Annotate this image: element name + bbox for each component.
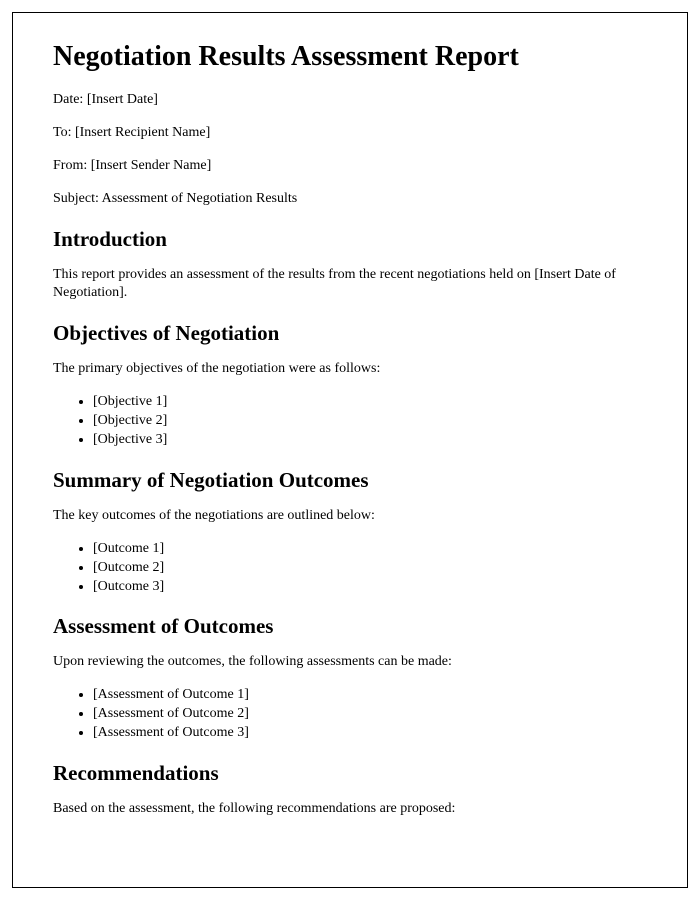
meta-from: From: [Insert Sender Name] xyxy=(53,157,647,176)
subject-label: Subject: xyxy=(53,191,102,206)
subject-value: Assessment of Negotiation Results xyxy=(102,191,298,206)
objectives-list: [Objective 1] [Objective 2] [Objective 3… xyxy=(93,393,647,450)
recommendations-heading: Recommendations xyxy=(53,761,647,786)
list-item: [Assessment of Outcome 2] xyxy=(93,705,647,724)
list-item: [Objective 3] xyxy=(93,431,647,450)
from-label: From: xyxy=(53,158,91,173)
summary-intro: The key outcomes of the negotiations are… xyxy=(53,507,647,526)
objectives-intro: The primary objectives of the negotiatio… xyxy=(53,360,647,379)
objectives-heading: Objectives of Negotiation xyxy=(53,321,647,346)
to-value: [Insert Recipient Name] xyxy=(75,125,210,140)
list-item: [Objective 1] xyxy=(93,393,647,412)
meta-to: To: [Insert Recipient Name] xyxy=(53,124,647,143)
introduction-body: This report provides an assessment of th… xyxy=(53,266,647,304)
assessment-intro: Upon reviewing the outcomes, the followi… xyxy=(53,653,647,672)
document-page: Negotiation Results Assessment Report Da… xyxy=(12,12,688,888)
recommendations-intro: Based on the assessment, the following r… xyxy=(53,800,647,819)
introduction-heading: Introduction xyxy=(53,227,647,252)
assessment-heading: Assessment of Outcomes xyxy=(53,614,647,639)
list-item: [Assessment of Outcome 1] xyxy=(93,686,647,705)
document-title: Negotiation Results Assessment Report xyxy=(53,41,647,73)
summary-list: [Outcome 1] [Outcome 2] [Outcome 3] xyxy=(93,540,647,597)
list-item: [Outcome 2] xyxy=(93,559,647,578)
to-label: To: xyxy=(53,125,75,140)
meta-subject: Subject: Assessment of Negotiation Resul… xyxy=(53,190,647,209)
meta-date: Date: [Insert Date] xyxy=(53,91,647,110)
assessment-list: [Assessment of Outcome 1] [Assessment of… xyxy=(93,686,647,743)
date-value: [Insert Date] xyxy=(87,92,158,107)
summary-heading: Summary of Negotiation Outcomes xyxy=(53,468,647,493)
list-item: [Outcome 1] xyxy=(93,540,647,559)
list-item: [Assessment of Outcome 3] xyxy=(93,724,647,743)
list-item: [Outcome 3] xyxy=(93,578,647,597)
from-value: [Insert Sender Name] xyxy=(91,158,212,173)
date-label: Date: xyxy=(53,92,87,107)
list-item: [Objective 2] xyxy=(93,412,647,431)
